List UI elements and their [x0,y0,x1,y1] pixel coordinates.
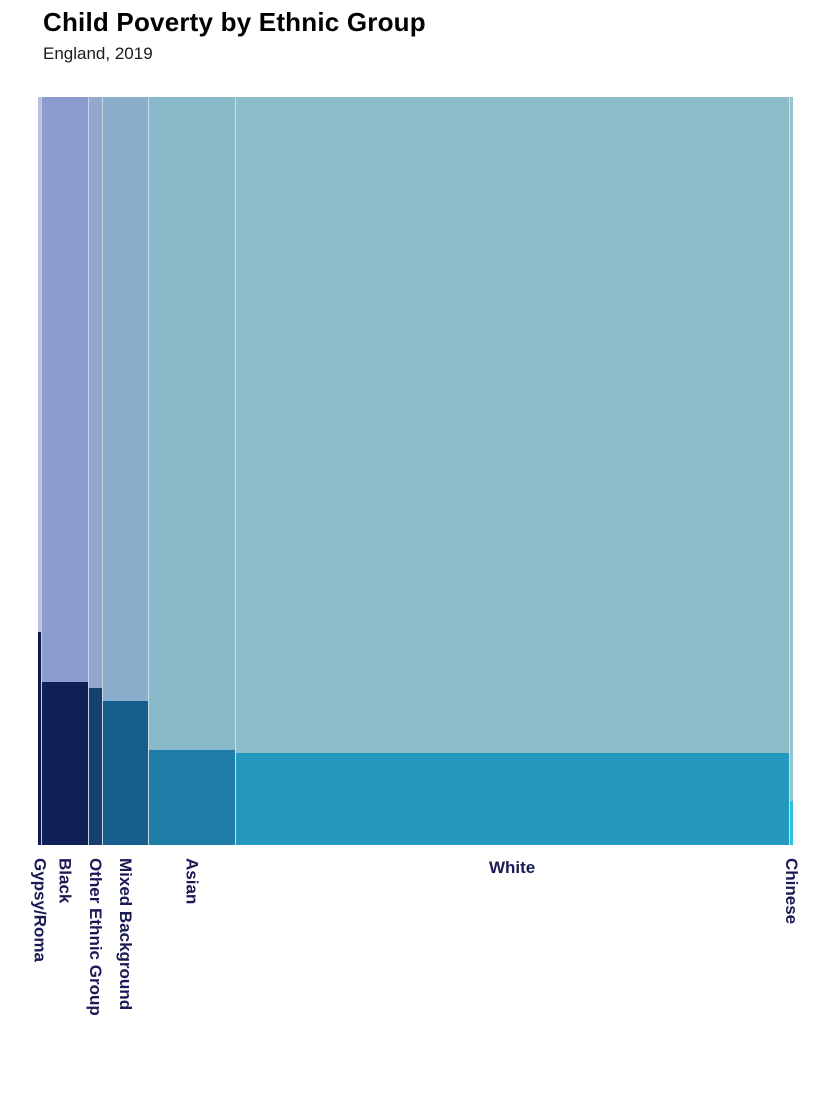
bar-asian [148,97,236,845]
bar-mixed-background [102,97,149,845]
bar-fill-mixed-background [103,700,149,845]
bar-fill-black [42,681,88,845]
page-subtitle: England, 2019 [43,43,153,63]
axis-label-white: White [488,858,536,877]
axis-labels: Gypsy/Roma Black Other Ethnic Group Mixed B… [31,858,802,1088]
bar-black [41,97,88,845]
axis-label-asian: Asian [182,858,202,905]
axis-label-chinese: Chinese [782,858,802,925]
bar-chinese [789,97,793,845]
page-title: Child Poverty by Ethnic Group [43,7,426,37]
bar-fill-asian [149,750,236,845]
axis-label-gypsy-roma: Gypsy/Roma [30,858,50,962]
bar-fill-gypsy-roma [38,631,42,845]
axis-label-mixed-background: Mixed Background [116,858,136,1011]
axis-label-black: Black [55,858,75,904]
mekko-chart [38,97,793,845]
bar-white [235,97,790,845]
bar-fill-chinese [790,800,793,845]
bar-other-ethnic-group [87,97,103,845]
chart-header: Child Poverty by Ethnic Group England, 2… [43,7,426,64]
bar-fill-white [236,753,790,845]
axis-label-other-ethnic-group: Other Ethnic Group [86,858,105,1016]
bar-fill-other-ethnic-group [88,687,103,845]
bar-gypsy-roma [38,97,42,845]
